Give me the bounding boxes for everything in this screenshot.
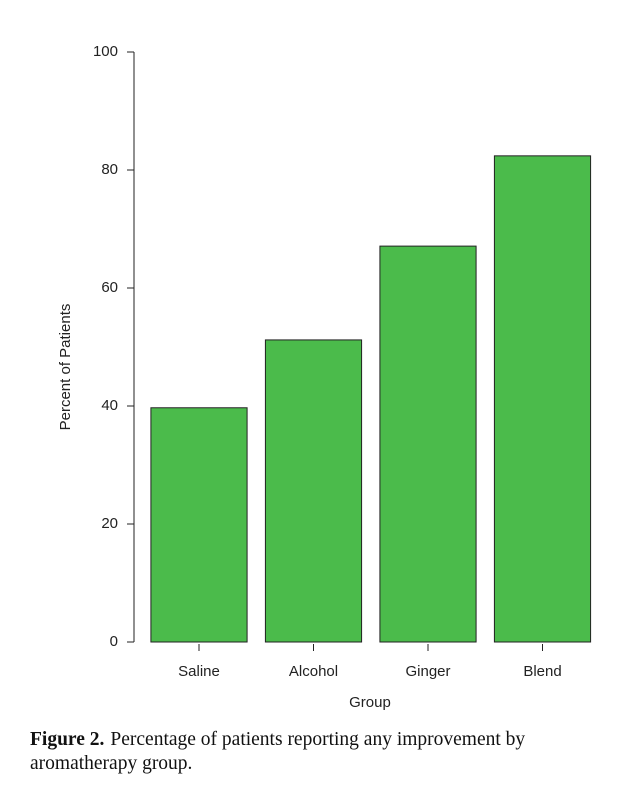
chart: Percent of Patients Group 0 20 40 60 80 100 Sa… [57,43,592,711]
x-tick-label: Blend [523,663,561,680]
y-tick-label: 100 [93,43,118,60]
x-tick-label: Alcohol [289,663,338,680]
x-axis-label: Group [349,694,391,711]
caption: Figure 2. Percentage of patients reportin… [30,728,600,776]
bar [493,155,592,643]
y-tick-label: 20 [101,515,118,532]
y-tick-label: 80 [101,161,118,178]
caption-label: Figure 2. [30,729,105,750]
x-tick-label: Ginger [405,663,450,680]
bar [264,339,363,643]
y-tick-label: 60 [101,279,118,296]
y-axis-label: Percent of Patients [57,304,74,431]
x-tick-label: Saline [178,663,220,680]
y-tick-label: 40 [101,397,118,414]
bar [150,407,248,643]
y-tick-label: 0 [110,633,118,650]
caption-text: Percentage of patients reporting any imp… [30,729,526,774]
bar [379,245,477,643]
